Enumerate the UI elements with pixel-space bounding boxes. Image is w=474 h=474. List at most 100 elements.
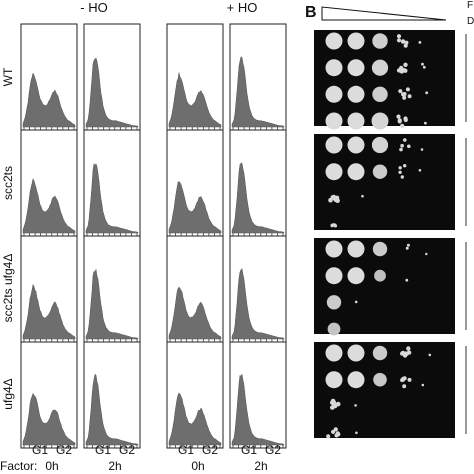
colony-spot — [371, 136, 389, 154]
spot-plate — [314, 30, 467, 130]
histogram-panel — [166, 341, 224, 449]
x-tick-g1-d: G1 — [241, 443, 257, 457]
colony-spot — [347, 267, 365, 285]
histogram-area — [22, 72, 76, 128]
minus-ho-label: - HO — [80, 0, 107, 15]
colony-dot — [331, 429, 336, 434]
colony-spot — [325, 136, 343, 154]
colony-dot — [403, 62, 408, 67]
colony-dot — [404, 351, 409, 356]
colony-dot — [396, 34, 402, 39]
colony-spot — [374, 269, 386, 282]
colony-spot — [347, 112, 365, 130]
histogram-panels — [20, 23, 287, 449]
time-label-2h-b: 2h — [254, 459, 267, 473]
colony-dot — [401, 39, 406, 44]
colony-dot — [407, 377, 412, 382]
histogram-area — [231, 162, 285, 234]
colony-spot — [325, 163, 343, 181]
colony-spot — [325, 371, 343, 389]
histogram-area — [85, 163, 139, 234]
colony-dot — [400, 123, 405, 128]
colony-spot — [325, 267, 343, 285]
colony-dot — [396, 38, 402, 43]
colony-dot — [361, 194, 364, 198]
colony-dot — [336, 432, 341, 437]
x-tick-g2-c: G2 — [202, 443, 218, 457]
colony-spot — [347, 163, 365, 181]
colony-dot — [331, 400, 337, 406]
histogram-area — [22, 178, 76, 234]
colony-spot — [325, 59, 343, 77]
colony-dot — [403, 117, 408, 123]
colony-dot — [400, 175, 404, 179]
histogram-panel — [83, 129, 141, 237]
colony-dot — [400, 143, 404, 148]
dilution-wedge — [321, 6, 447, 21]
colony-dot — [335, 401, 341, 407]
histogram-area — [85, 373, 139, 446]
histogram-panel — [83, 235, 141, 343]
colony-dot — [402, 95, 407, 100]
x-tick-g1-c: G1 — [178, 443, 194, 457]
colony-spot — [325, 85, 343, 103]
row-label-scc2ts-ufg4: scc2ts ufg4Δ — [1, 254, 15, 323]
histogram-area — [231, 56, 285, 128]
histogram-area — [231, 373, 285, 446]
histogram-area — [168, 392, 222, 446]
colony-spot — [325, 32, 343, 50]
histogram-panel — [83, 23, 141, 131]
colony-dot — [355, 431, 358, 435]
colony-dot — [406, 346, 411, 351]
plus-ho-label: + HO — [227, 0, 258, 15]
spot-plate — [314, 238, 467, 336]
colony-spot — [347, 85, 365, 103]
histogram-area — [22, 283, 76, 340]
colony-dot — [354, 404, 357, 407]
time-label-0h-b: 0h — [191, 459, 204, 473]
histogram-panel — [166, 129, 224, 237]
colony-spot — [372, 33, 388, 49]
colony-dot — [403, 138, 407, 142]
colony-spot — [372, 164, 388, 179]
colony-spot — [325, 344, 343, 362]
colony-dot — [398, 170, 402, 174]
colony-dot — [418, 41, 422, 44]
colony-dot — [333, 427, 338, 432]
x-tick-g2-d: G2 — [265, 443, 281, 457]
histogram-panel — [83, 341, 141, 449]
colony-dot — [399, 147, 403, 152]
colony-dot — [403, 164, 407, 168]
histogram-area — [168, 286, 222, 340]
x-tick-g2-a: G2 — [56, 443, 72, 457]
x-tick-g1-b: G1 — [95, 443, 111, 457]
spot-plate — [314, 134, 467, 230]
colony-dot — [334, 195, 340, 201]
histogram-area — [85, 269, 139, 340]
colony-spot — [347, 240, 365, 258]
colony-dot — [425, 252, 428, 256]
colony-spot — [372, 86, 388, 103]
histogram-area — [85, 57, 139, 128]
colony-spot — [373, 372, 387, 387]
colony-dot — [421, 383, 425, 387]
right-edge-letter-d: D — [467, 16, 474, 27]
colony-spot — [371, 112, 389, 130]
colony-dot — [422, 65, 426, 69]
colony-dot — [425, 91, 429, 95]
histogram-area — [22, 392, 76, 446]
colony-dot — [400, 351, 405, 356]
histogram-panel — [20, 235, 78, 343]
colony-dot — [330, 195, 336, 200]
row-label-ufg4: ufg4Δ — [1, 378, 15, 409]
colony-dot — [402, 384, 407, 389]
histogram-area — [231, 268, 285, 340]
spot-plate — [314, 342, 467, 439]
colony-spot — [347, 344, 365, 362]
histogram-area — [168, 72, 222, 128]
colony-dot — [397, 119, 402, 124]
colony-spot — [325, 112, 343, 130]
colony-dot — [428, 353, 432, 357]
colony-dot — [407, 94, 412, 99]
